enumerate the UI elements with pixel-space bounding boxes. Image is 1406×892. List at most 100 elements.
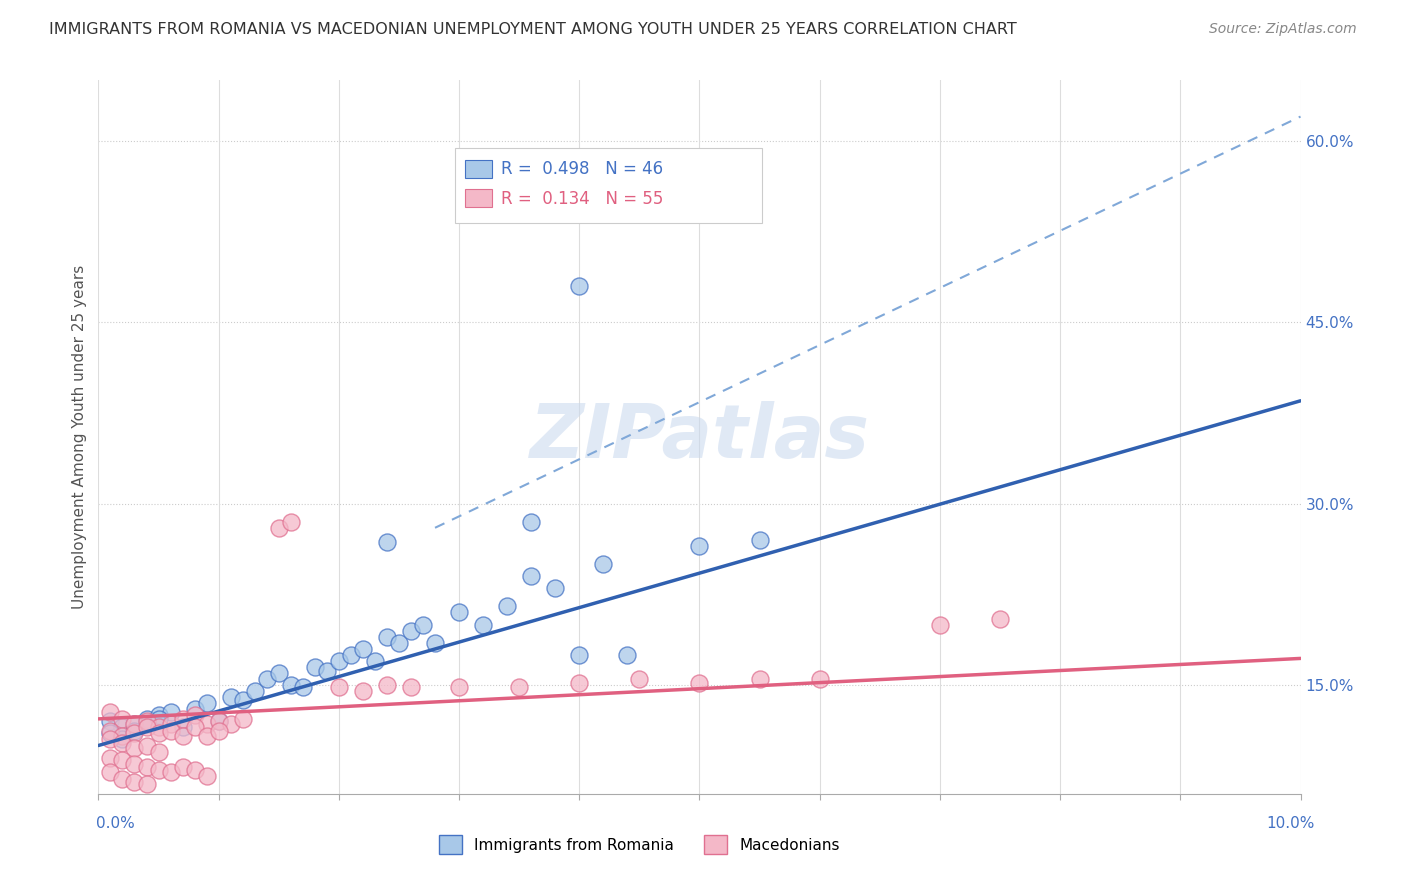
Point (100, 765, 122, 780)
Point (267, 521, 290, 535)
Point (124, 726, 146, 740)
Point (399, 624, 422, 638)
Point (447, 606, 470, 620)
Text: Source: ZipAtlas.com: Source: ZipAtlas.com (1209, 22, 1357, 37)
Point (219, 716, 242, 731)
Point (195, 729, 218, 743)
Point (520, 515, 543, 529)
Point (100, 726, 122, 740)
Point (195, 716, 218, 731)
Text: ZIPatlas: ZIPatlas (530, 401, 869, 474)
FancyBboxPatch shape (465, 189, 492, 207)
Point (340, 648, 363, 662)
Text: 0.0%: 0.0% (96, 816, 135, 831)
Point (111, 729, 134, 743)
Point (172, 729, 194, 743)
Point (208, 714, 231, 729)
Point (183, 720, 205, 734)
Point (183, 763, 205, 777)
Point (172, 760, 194, 774)
Point (195, 696, 218, 710)
Point (929, 617, 952, 632)
Point (135, 720, 157, 734)
Point (688, 539, 710, 553)
Point (328, 681, 350, 695)
Legend: Immigrants from Romania, Macedonians: Immigrants from Romania, Macedonians (439, 836, 839, 854)
Point (568, 279, 591, 293)
Point (135, 712, 157, 726)
Point (375, 535, 398, 549)
Point (267, 665, 290, 680)
FancyBboxPatch shape (456, 148, 762, 223)
Point (399, 681, 422, 695)
Point (508, 681, 530, 695)
Point (447, 681, 470, 695)
Point (364, 654, 387, 668)
Point (568, 648, 591, 662)
Point (328, 654, 350, 668)
Point (148, 712, 170, 726)
Point (388, 636, 411, 650)
Point (208, 714, 231, 729)
Point (219, 690, 242, 705)
Text: R =  0.134   N = 55: R = 0.134 N = 55 (501, 190, 664, 208)
Y-axis label: Unemployment Among Youth under 25 years: Unemployment Among Youth under 25 years (72, 265, 87, 609)
Point (592, 557, 614, 571)
Point (304, 660, 326, 674)
Point (148, 763, 170, 777)
Point (291, 681, 314, 695)
Point (124, 774, 146, 789)
Point (159, 723, 181, 738)
Text: IMMIGRANTS FROM ROMANIA VS MACEDONIAN UNEMPLOYMENT AMONG YOUTH UNDER 25 YEARS CO: IMMIGRANTS FROM ROMANIA VS MACEDONIAN UN… (49, 22, 1017, 37)
Point (243, 684, 266, 698)
Point (520, 569, 543, 583)
Point (352, 684, 374, 698)
Point (472, 617, 495, 632)
Point (496, 599, 519, 614)
Point (172, 712, 194, 726)
Point (100, 714, 122, 729)
Point (808, 672, 831, 686)
Point (111, 720, 134, 734)
Point (148, 708, 170, 723)
Point (688, 675, 710, 690)
Point (124, 723, 146, 738)
Point (628, 672, 651, 686)
Point (315, 664, 337, 678)
Point (232, 692, 254, 706)
Point (172, 720, 194, 734)
Point (135, 739, 157, 753)
Point (124, 740, 146, 755)
Point (111, 772, 134, 787)
Point (124, 756, 146, 771)
Point (256, 672, 278, 686)
Point (100, 705, 122, 719)
Point (159, 765, 181, 780)
Point (159, 716, 181, 731)
Point (124, 716, 146, 731)
Point (111, 712, 134, 726)
Point (748, 672, 770, 686)
Point (124, 716, 146, 731)
Point (148, 726, 170, 740)
Point (111, 732, 134, 747)
Point (111, 736, 134, 750)
Point (423, 636, 446, 650)
FancyBboxPatch shape (465, 161, 492, 178)
Point (183, 708, 205, 723)
Point (232, 712, 254, 726)
Point (748, 533, 770, 547)
Point (183, 702, 205, 716)
Point (280, 515, 302, 529)
Point (352, 641, 374, 656)
Point (148, 720, 170, 734)
Point (135, 777, 157, 791)
Point (135, 716, 157, 731)
Point (544, 581, 567, 595)
Point (375, 630, 398, 644)
Point (135, 760, 157, 774)
Point (159, 705, 181, 719)
Text: 10.0%: 10.0% (1267, 816, 1315, 831)
Point (988, 611, 1011, 625)
Point (135, 714, 157, 729)
